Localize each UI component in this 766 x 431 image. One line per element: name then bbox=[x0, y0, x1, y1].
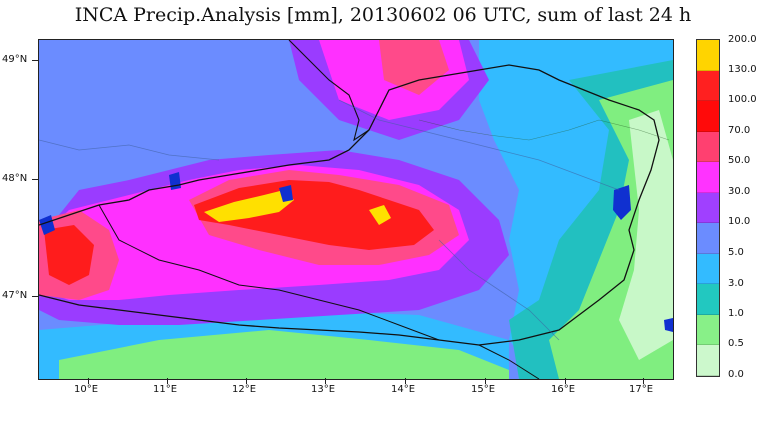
slovenia-border bbox=[478, 344, 540, 379]
legend-label-70: 70.0 bbox=[728, 125, 751, 136]
north-pink-area bbox=[379, 40, 449, 95]
legend-swatch-130 bbox=[697, 70, 719, 102]
lon-tick-13 bbox=[325, 378, 326, 384]
lat-label-47: 47°N bbox=[2, 290, 28, 301]
west-red-area bbox=[44, 225, 94, 285]
legend-label-30: 30.0 bbox=[728, 186, 751, 197]
lake-west bbox=[169, 172, 181, 190]
lat-tick-49 bbox=[32, 60, 38, 61]
lake-balaton bbox=[664, 318, 673, 332]
river-danube bbox=[338, 99, 620, 191]
legend-label-130: 130.0 bbox=[728, 64, 757, 75]
lon-label-11: 11°E bbox=[153, 384, 178, 395]
lon-tick-12 bbox=[246, 378, 247, 384]
lake-chiemsee bbox=[279, 185, 293, 202]
east-yellow-spot bbox=[369, 205, 391, 225]
lon-tick-10 bbox=[88, 378, 89, 384]
lon-label-15: 15°E bbox=[471, 384, 496, 395]
legend-swatch-200 bbox=[697, 40, 719, 71]
legend-label-100: 100.0 bbox=[728, 94, 757, 105]
river-drava bbox=[438, 239, 560, 341]
lon-label-14: 14°E bbox=[391, 384, 416, 395]
map-canvas bbox=[39, 40, 673, 379]
legend-swatch-70 bbox=[697, 131, 719, 163]
lon-tick-16 bbox=[565, 378, 566, 384]
legend-swatch-3 bbox=[697, 284, 719, 315]
lon-label-10: 10°E bbox=[74, 384, 99, 395]
legend-swatch-0-5 bbox=[697, 345, 719, 376]
legend-swatch-50 bbox=[697, 162, 719, 193]
lake-constance bbox=[39, 215, 55, 235]
legend-label-50: 50.0 bbox=[728, 155, 751, 166]
legend-swatch-30 bbox=[697, 192, 719, 224]
lon-tick-15 bbox=[485, 378, 486, 384]
legend-label-0-5: 0.5 bbox=[728, 338, 744, 349]
lon-tick-14 bbox=[405, 378, 406, 384]
lake-neusiedl bbox=[613, 185, 631, 220]
border-north-czech bbox=[418, 119, 670, 141]
lat-label-48: 48°N bbox=[2, 173, 28, 184]
lon-label-12: 12°E bbox=[232, 384, 257, 395]
legend-label-0: 0.0 bbox=[728, 369, 744, 380]
map-title: INCA Precip.Analysis [mm], 20130602 06 U… bbox=[74, 4, 692, 26]
germany-czech-border bbox=[288, 40, 370, 142]
legend-label-5: 5.0 bbox=[728, 247, 744, 258]
lon-label-16: 16°E bbox=[551, 384, 576, 395]
legend-label-10: 10.0 bbox=[728, 216, 751, 227]
central-yellow-area bbox=[204, 190, 294, 222]
legend-swatch-10 bbox=[697, 223, 719, 254]
legend-swatch-5 bbox=[697, 253, 719, 285]
italy-border bbox=[98, 204, 440, 341]
legend-label-3: 3.0 bbox=[728, 278, 744, 289]
east-lightgreen-area bbox=[619, 110, 673, 360]
legend-label-200: 200.0 bbox=[728, 34, 757, 45]
river-west bbox=[39, 139, 220, 161]
lon-label-13: 13°E bbox=[311, 384, 336, 395]
legend-swatch-100 bbox=[697, 101, 719, 132]
lon-tick-17 bbox=[643, 378, 644, 384]
lon-label-17: 17°E bbox=[629, 384, 654, 395]
lat-tick-47 bbox=[32, 296, 38, 297]
precipitation-map bbox=[38, 39, 674, 380]
legend-label-1: 1.0 bbox=[728, 308, 744, 319]
lat-tick-48 bbox=[32, 179, 38, 180]
austria-border bbox=[39, 64, 660, 346]
south-green-area bbox=[59, 330, 509, 379]
lon-tick-11 bbox=[167, 378, 168, 384]
lat-label-49: 49°N bbox=[2, 54, 28, 65]
legend-swatch-1 bbox=[697, 314, 719, 346]
color-legend bbox=[696, 39, 720, 377]
